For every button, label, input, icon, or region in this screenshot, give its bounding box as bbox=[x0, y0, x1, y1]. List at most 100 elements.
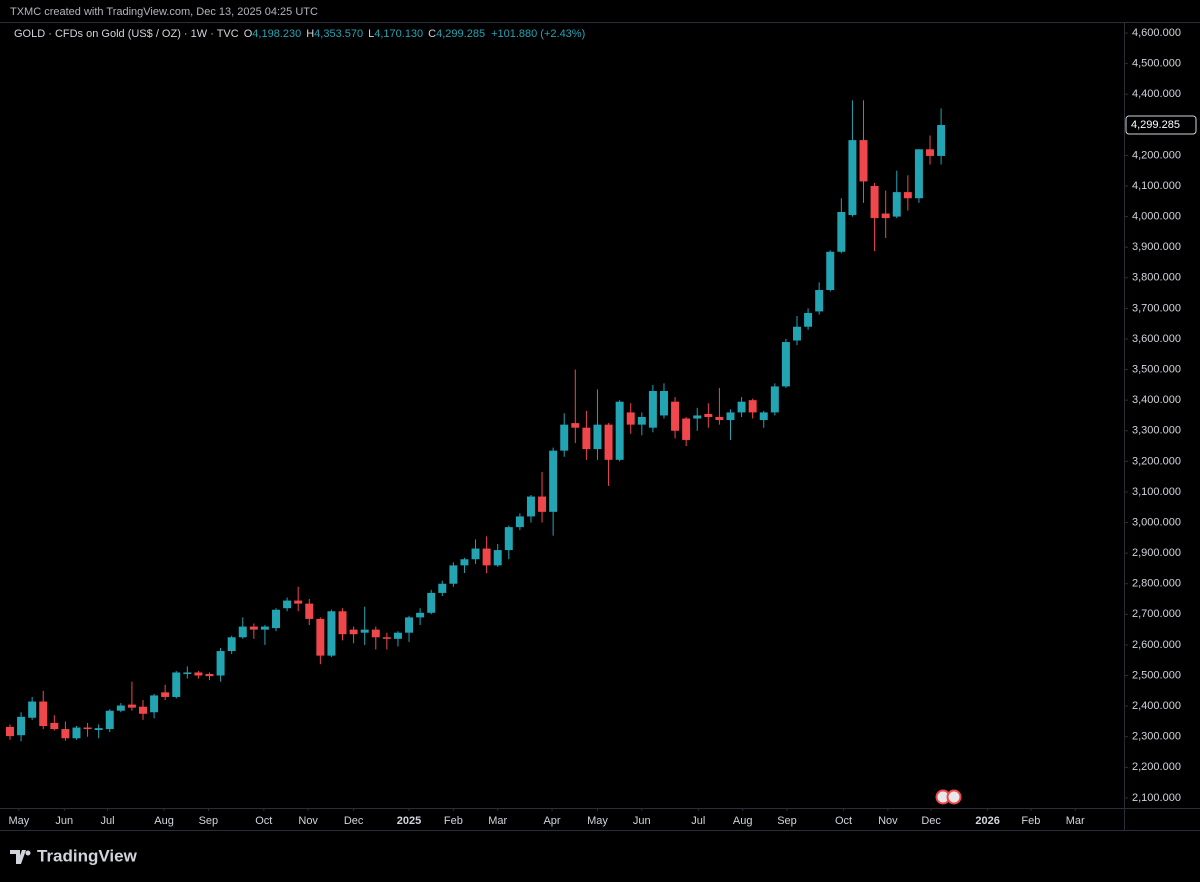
x-tick-label: Aug bbox=[154, 815, 174, 827]
candle-body bbox=[227, 637, 236, 652]
candle-body bbox=[837, 211, 846, 252]
candle-body bbox=[172, 672, 181, 697]
candle-body bbox=[116, 705, 125, 711]
candle-body bbox=[349, 629, 358, 635]
x-tick-label: Oct bbox=[835, 815, 852, 827]
y-tick-label: 3,600.000 bbox=[1132, 333, 1181, 345]
candle-body bbox=[127, 704, 136, 708]
y-tick-label: 4,200.000 bbox=[1132, 149, 1181, 161]
x-tick-label: 2026 bbox=[975, 815, 999, 827]
candle-body bbox=[571, 423, 580, 428]
y-tick-label: 4,400.000 bbox=[1132, 88, 1181, 100]
candle-body bbox=[781, 342, 790, 387]
candle-body bbox=[161, 692, 170, 697]
x-tick-label: Jun bbox=[55, 815, 73, 827]
candle-body bbox=[859, 140, 868, 182]
candle-body bbox=[216, 651, 225, 676]
legend-value: 4,299.285 bbox=[436, 28, 486, 40]
y-tick-label: 3,400.000 bbox=[1132, 394, 1181, 406]
legend-value: 4,170.130 bbox=[374, 28, 424, 40]
candle-body bbox=[150, 695, 159, 713]
logo-mark bbox=[10, 850, 26, 864]
candle-body bbox=[5, 726, 14, 737]
candle-body bbox=[482, 548, 491, 566]
candle-body bbox=[593, 424, 602, 450]
candle-body bbox=[371, 629, 380, 638]
y-tick-label: 3,700.000 bbox=[1132, 302, 1181, 314]
y-tick-label: 3,200.000 bbox=[1132, 455, 1181, 467]
candle-body bbox=[249, 626, 258, 630]
candle-body bbox=[194, 672, 203, 676]
candle-body bbox=[382, 637, 391, 639]
header: TXMC created with TradingView.com, Dec 1… bbox=[10, 6, 318, 18]
x-tick-label: Aug bbox=[733, 815, 753, 827]
candle-body bbox=[493, 550, 502, 566]
last-price-box bbox=[1125, 115, 1197, 135]
x-tick-label: Dec bbox=[921, 815, 941, 827]
candle-body bbox=[770, 386, 779, 413]
legend: GOLD · CFDs on Gold (US$ / OZ) · 1W · TV… bbox=[14, 28, 585, 40]
x-tick-label: Feb bbox=[1021, 815, 1040, 827]
candle-body bbox=[61, 729, 70, 739]
brand: TradingView bbox=[37, 846, 138, 865]
y-tick-label: 3,900.000 bbox=[1132, 241, 1181, 253]
candle-body bbox=[393, 632, 402, 639]
candle-body bbox=[205, 673, 214, 677]
candle-body bbox=[693, 415, 702, 419]
candle-body bbox=[360, 629, 369, 633]
legend-key: L bbox=[368, 28, 375, 40]
candle-body bbox=[17, 716, 26, 736]
candle-body bbox=[715, 416, 724, 421]
x-tick-label: Feb bbox=[444, 815, 463, 827]
candles bbox=[5, 100, 946, 742]
x-tick-label: Dec bbox=[344, 815, 364, 827]
y-tick-label: 4,000.000 bbox=[1132, 210, 1181, 222]
legend-value: 4,198.230 bbox=[252, 28, 302, 40]
candle-body bbox=[526, 496, 535, 517]
candle-body bbox=[50, 722, 59, 730]
x-tick-label: Oct bbox=[255, 815, 272, 827]
candle-body bbox=[937, 125, 946, 156]
x-tick-label: Nov bbox=[298, 815, 318, 827]
candle-body bbox=[515, 516, 524, 528]
candle-body bbox=[427, 592, 436, 613]
candle-body bbox=[416, 612, 425, 618]
logo: TradingView bbox=[10, 846, 138, 865]
y-tick-label: 3,000.000 bbox=[1132, 516, 1181, 528]
candle-body bbox=[316, 618, 325, 656]
candle-body bbox=[260, 626, 269, 630]
candle-body bbox=[549, 450, 558, 512]
y-tick-label: 2,500.000 bbox=[1132, 669, 1181, 681]
candle-body bbox=[460, 559, 469, 566]
x-tick-label: May bbox=[587, 815, 608, 827]
y-tick-label: 2,600.000 bbox=[1132, 639, 1181, 651]
y-tick-label: 3,300.000 bbox=[1132, 425, 1181, 437]
candle-body bbox=[405, 617, 414, 633]
candle-body bbox=[903, 192, 912, 199]
candle-body bbox=[881, 213, 890, 219]
candle-body bbox=[94, 728, 103, 730]
candle-body bbox=[626, 412, 635, 425]
y-tick-label: 4,100.000 bbox=[1132, 180, 1181, 192]
x-tick-label: Nov bbox=[878, 815, 898, 827]
candle-body bbox=[338, 611, 347, 635]
candle-body bbox=[826, 251, 835, 291]
candle-body bbox=[793, 326, 801, 341]
candle-body bbox=[327, 611, 336, 656]
y-tick-label: 3,800.000 bbox=[1132, 272, 1181, 284]
candle-body bbox=[615, 401, 624, 460]
candle-body bbox=[471, 548, 480, 560]
logo-dot bbox=[25, 850, 31, 856]
x-tick-label: Jul bbox=[100, 815, 114, 827]
candle-body bbox=[704, 413, 713, 417]
y-tick-label: 2,300.000 bbox=[1132, 731, 1181, 743]
candle-body bbox=[538, 496, 547, 512]
y-tick-label: 2,800.000 bbox=[1132, 578, 1181, 590]
candle-body bbox=[926, 149, 935, 156]
candle-body bbox=[914, 149, 923, 199]
candle-body bbox=[637, 416, 646, 425]
x-tick-label: Sep bbox=[777, 815, 797, 827]
y-tick-label: 2,200.000 bbox=[1132, 761, 1181, 773]
x-tick-label: May bbox=[8, 815, 29, 827]
